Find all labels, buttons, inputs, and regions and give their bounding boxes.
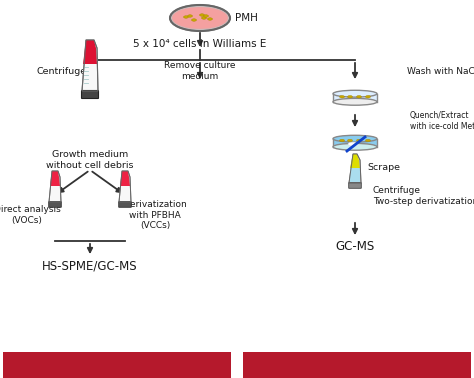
Ellipse shape	[333, 135, 377, 142]
Text: Extracellular metabolome analysis: Extracellular metabolome analysis	[19, 363, 214, 373]
Ellipse shape	[333, 90, 377, 97]
Ellipse shape	[200, 14, 204, 16]
Ellipse shape	[339, 96, 345, 98]
FancyBboxPatch shape	[3, 352, 231, 378]
FancyBboxPatch shape	[49, 202, 61, 207]
FancyBboxPatch shape	[118, 202, 131, 207]
FancyBboxPatch shape	[82, 90, 99, 99]
Ellipse shape	[365, 139, 371, 142]
Text: Centrifuge
Two-step derivatization: Centrifuge Two-step derivatization	[373, 186, 474, 206]
Ellipse shape	[356, 96, 362, 98]
Ellipse shape	[348, 142, 358, 146]
Text: Wash with NaCl 0.9%: Wash with NaCl 0.9%	[407, 67, 474, 76]
Polygon shape	[83, 40, 97, 64]
Text: GC-MS: GC-MS	[336, 240, 374, 253]
Ellipse shape	[347, 139, 353, 142]
Text: Growth medium
without cell debris: Growth medium without cell debris	[46, 150, 134, 170]
Text: 5 x 10⁴ cells in Williams E: 5 x 10⁴ cells in Williams E	[133, 39, 267, 49]
Ellipse shape	[203, 15, 209, 17]
Text: PMH: PMH	[235, 13, 258, 23]
Polygon shape	[120, 171, 130, 186]
Text: Scrape: Scrape	[367, 163, 400, 172]
Text: Remove culture
medium: Remove culture medium	[164, 61, 236, 81]
Polygon shape	[349, 154, 361, 183]
Polygon shape	[350, 154, 360, 168]
Polygon shape	[350, 168, 360, 182]
Ellipse shape	[333, 143, 377, 150]
Ellipse shape	[365, 96, 371, 98]
Polygon shape	[49, 171, 61, 202]
Text: Quench/Extract
with ice-cold Methanol:Water (80:20]: Quench/Extract with ice-cold Methanol:Wa…	[410, 111, 474, 131]
Text: HS-SPME/GC-MS: HS-SPME/GC-MS	[42, 260, 138, 273]
Polygon shape	[333, 94, 377, 102]
Ellipse shape	[172, 7, 228, 29]
Ellipse shape	[183, 16, 189, 18]
Ellipse shape	[188, 15, 192, 17]
Ellipse shape	[356, 139, 362, 142]
FancyBboxPatch shape	[243, 352, 471, 378]
Text: Derivatization
with PFBHA
(VCCs): Derivatization with PFBHA (VCCs)	[123, 200, 187, 230]
Ellipse shape	[208, 18, 212, 20]
Text: Direct analysis
(VOCs): Direct analysis (VOCs)	[0, 205, 60, 225]
Ellipse shape	[339, 139, 345, 142]
Ellipse shape	[170, 5, 230, 31]
Ellipse shape	[191, 19, 197, 21]
Ellipse shape	[201, 17, 207, 19]
Text: Centrifuge: Centrifuge	[37, 67, 87, 76]
Polygon shape	[333, 139, 377, 147]
Polygon shape	[50, 171, 60, 186]
Ellipse shape	[347, 96, 353, 98]
Ellipse shape	[333, 98, 377, 105]
FancyBboxPatch shape	[349, 183, 361, 188]
Polygon shape	[119, 171, 131, 202]
Polygon shape	[82, 40, 98, 91]
Text: Intracellular metabolome analysis: Intracellular metabolome analysis	[261, 363, 453, 373]
